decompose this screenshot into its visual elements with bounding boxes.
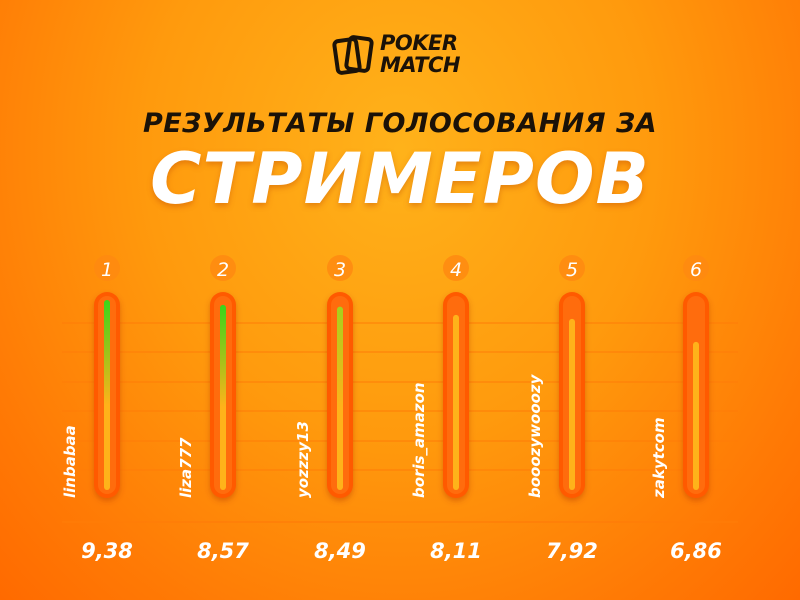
bar-group-liza777: 2 liza777 8,57 xyxy=(177,255,249,563)
bar-group-booozywooozy: 5 booozywooozy 7,92 xyxy=(526,255,598,563)
bar-group-zakytcom: 6 zakytcom 6,86 xyxy=(650,255,722,563)
value-label: 7,92 xyxy=(546,539,598,563)
bar-fill-linbabaa xyxy=(104,300,110,490)
value-label: 8,57 xyxy=(197,539,249,563)
category-label: linbabaa xyxy=(61,425,79,498)
bar-group-boris_amazon: 4 boris_amazon 8,11 xyxy=(410,255,482,563)
chart-title: РЕЗУЛЬТАТЫ ГОЛОСОВАНИЯ ЗА xyxy=(142,108,658,139)
rank-number: 2 xyxy=(217,259,229,281)
chart-title-main: СТРИМЕРОВ xyxy=(150,138,650,220)
logo-wordmark: POKER MATCH xyxy=(380,32,460,76)
rank-badge xyxy=(683,255,709,281)
bar-fill-zakytcom xyxy=(693,341,699,490)
bar-group-linbabaa: 1 linbabaa 9,38 xyxy=(61,255,133,563)
rank-number: 3 xyxy=(334,259,346,281)
value-label: 8,49 xyxy=(314,539,366,563)
bar-fill-boris_amazon xyxy=(453,314,459,490)
value-label: 6,86 xyxy=(670,539,722,563)
rank-badge xyxy=(443,255,469,281)
logo-line-2: MATCH xyxy=(380,53,460,77)
rank-number: 1 xyxy=(101,259,113,281)
category-label: boris_amazon xyxy=(410,382,428,498)
value-label: 9,38 xyxy=(81,539,133,563)
category-label: zakytcom xyxy=(650,417,668,499)
value-label: 8,11 xyxy=(430,539,482,563)
rank-badge xyxy=(327,255,353,281)
category-label: yozzzy13 xyxy=(294,421,312,498)
rank-number: 5 xyxy=(566,259,578,281)
pokermatch-logo-icon xyxy=(332,35,374,75)
logo-line-1: POKER xyxy=(380,31,458,55)
rank-badge xyxy=(559,255,585,281)
bar-fill-yozzzy13 xyxy=(337,306,343,490)
rank-badge xyxy=(210,255,236,281)
rank-number: 6 xyxy=(690,259,702,281)
rank-badge xyxy=(94,255,120,281)
bar-fill-liza777 xyxy=(220,304,226,490)
bar-group-yozzzy13: 3 yozzzy13 8,49 xyxy=(294,255,366,563)
category-label: liza777 xyxy=(177,437,195,498)
rank-number: 4 xyxy=(450,259,462,281)
category-label: booozywooozy xyxy=(526,373,544,498)
pokermatch-logo: POKER MATCH xyxy=(332,28,482,84)
bar-fill-booozywooozy xyxy=(569,318,575,490)
